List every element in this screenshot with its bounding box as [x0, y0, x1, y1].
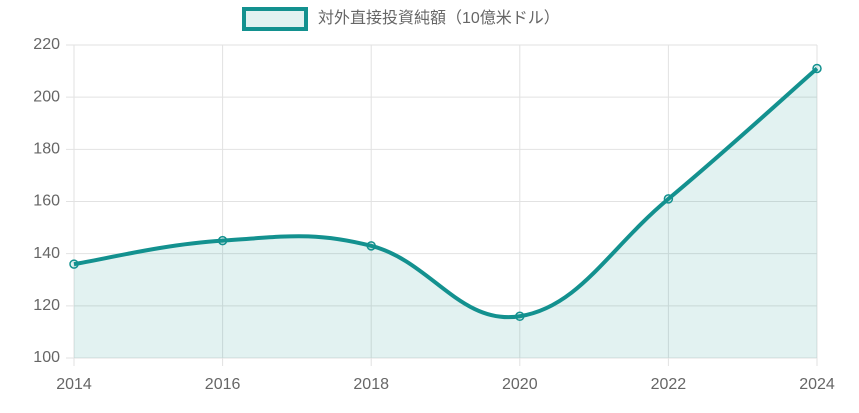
point [812, 63, 822, 74]
x-tick-label: 2016 [205, 376, 241, 393]
x-tick-label: 2014 [56, 376, 92, 393]
y-tick-label: 220 [33, 36, 60, 53]
legend-swatch [242, 7, 308, 31]
point [217, 235, 228, 246]
x-tick-label: 2020 [502, 376, 538, 393]
legend-label: 対外直接投資純額（10億米ドル） [318, 9, 560, 27]
y-tick-label: 200 [33, 88, 60, 105]
point [366, 241, 376, 251]
x-tick-label: 2022 [651, 376, 687, 393]
y-tick-label: 180 [33, 141, 60, 158]
y-tick-label: 120 [33, 297, 60, 314]
x-tick-label: 2018 [353, 376, 389, 393]
y-tick-label: 140 [33, 245, 60, 262]
line [73, 66, 819, 320]
point [515, 311, 525, 322]
y-tick-label: 100 [33, 349, 60, 366]
point [69, 259, 79, 269]
y-tick-label: 160 [33, 193, 60, 210]
x-tick-label: 2024 [799, 376, 835, 393]
area [74, 68, 817, 358]
point [663, 194, 674, 204]
